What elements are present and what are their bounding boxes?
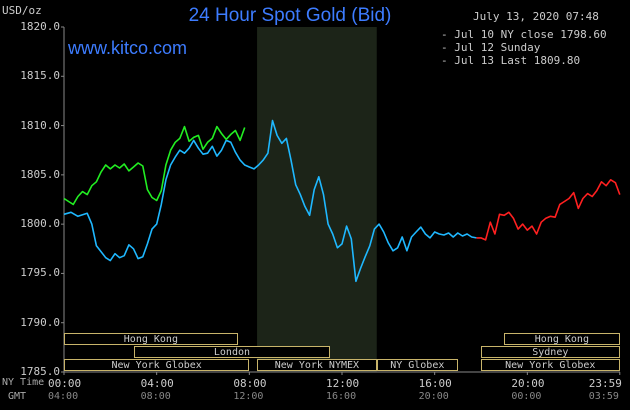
y-axis-unit: USD/oz bbox=[2, 4, 42, 17]
session-bar: New York NYMEX bbox=[257, 359, 377, 371]
x-tick-label: 12:00 bbox=[326, 377, 360, 390]
chart-title: 24 Hour Spot Gold (Bid) bbox=[188, 5, 392, 26]
x-tick-label-gmt: 16:00 bbox=[326, 391, 357, 402]
x-tick-label-gmt: 00:00 bbox=[511, 391, 542, 402]
series-line-1 bbox=[476, 179, 621, 241]
y-tick-label: 1800.0 bbox=[20, 217, 60, 231]
ny-time-row-label: NY Time bbox=[2, 377, 45, 388]
legend-item-last: - Jul 13 Last 1809.80 bbox=[441, 54, 581, 67]
session-bar: New York Globex bbox=[64, 359, 250, 371]
x-tick-label: 08:00 bbox=[233, 377, 267, 390]
x-tick-label: 23:59 bbox=[588, 377, 622, 390]
series-line-2 bbox=[63, 125, 246, 206]
y-tick-label: 1795.0 bbox=[20, 266, 60, 280]
y-tick-label: 1805.0 bbox=[20, 167, 60, 181]
x-tick-label: 20:00 bbox=[511, 377, 545, 390]
y-tick-label: 1785.0 bbox=[20, 365, 60, 378]
session-bar: NY Globex bbox=[376, 359, 458, 371]
x-tick-label-gmt: 20:00 bbox=[418, 391, 449, 402]
session-bar: London bbox=[133, 346, 331, 358]
legend-item-ny-close: - Jul 10 NY close 1798.60 bbox=[441, 28, 607, 41]
x-tick-label-gmt: 04:00 bbox=[48, 391, 79, 402]
series-line-0 bbox=[63, 119, 477, 283]
x-tick-label-gmt: 12:00 bbox=[233, 391, 264, 402]
x-tick-label: 00:00 bbox=[48, 377, 82, 390]
y-tick-label: 1815.0 bbox=[20, 69, 60, 83]
y-tick-label: 1790.0 bbox=[20, 315, 60, 329]
gmt-row-label: GMT bbox=[8, 391, 27, 402]
x-tick-label-gmt: 03:59 bbox=[588, 391, 619, 402]
session-bar: New York Globex bbox=[481, 359, 620, 371]
chart-datetime: July 13, 2020 07:48 bbox=[473, 10, 599, 23]
shaded-session-band bbox=[257, 27, 377, 372]
x-tick-label: 04:00 bbox=[140, 377, 174, 390]
session-bar: Sydney bbox=[481, 346, 620, 358]
x-tick-label-gmt: 08:00 bbox=[140, 391, 171, 402]
session-bar: Hong Kong bbox=[64, 333, 238, 345]
legend-item-sunday: - Jul 12 Sunday bbox=[441, 41, 541, 54]
site-link[interactable]: www.kitco.com bbox=[68, 38, 188, 58]
session-bar: Hong Kong bbox=[504, 333, 620, 345]
x-tick-label: 16:00 bbox=[418, 377, 452, 390]
y-tick-label: 1810.0 bbox=[20, 118, 60, 132]
y-tick-label: 1820.0 bbox=[20, 20, 60, 33]
